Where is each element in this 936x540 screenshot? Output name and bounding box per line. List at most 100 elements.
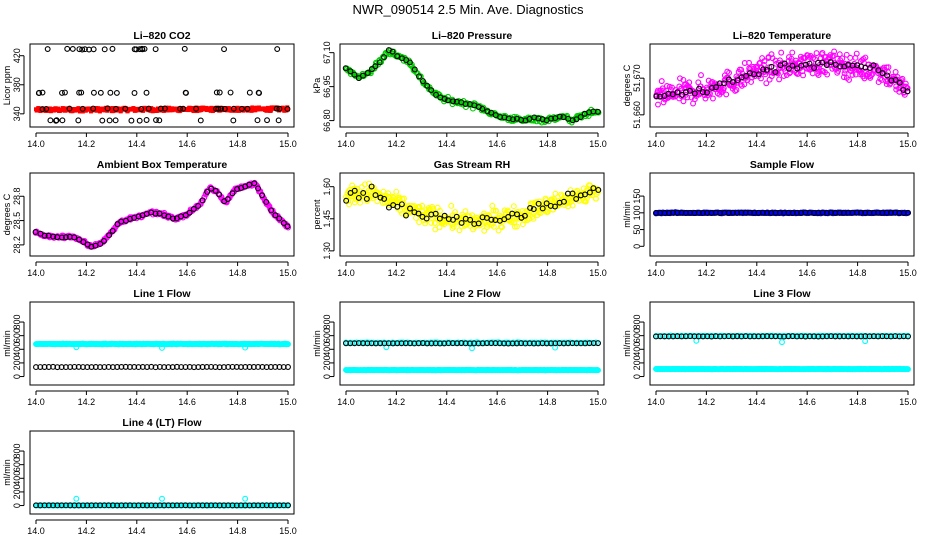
data-point [686, 79, 693, 86]
data-point [415, 210, 422, 217]
data-point [875, 67, 882, 74]
data-point [215, 105, 222, 112]
data-point [411, 66, 418, 73]
data-point [655, 101, 661, 108]
y-tick-label: 400 [12, 342, 22, 357]
data-point [726, 69, 732, 76]
x-tick-label: 14.8 [229, 526, 247, 536]
x-tick-label: 14.0 [337, 268, 355, 278]
x-axis: 14.0 14.2 14.4 14.6 14.8 15.0 [337, 132, 607, 149]
data-point [230, 105, 237, 112]
data-point [813, 50, 820, 57]
data-point [183, 90, 189, 96]
data-point [385, 204, 392, 211]
data-point [511, 219, 517, 226]
x-tick-label: 14.2 [78, 397, 96, 407]
data-point [186, 209, 193, 216]
y-tick-label: 200 [632, 355, 642, 370]
data-point [896, 79, 903, 86]
data-point [904, 88, 911, 95]
data-point [363, 195, 370, 202]
data-point [106, 232, 113, 239]
data-point [197, 117, 204, 124]
chart-title: Line 3 Flow [753, 288, 811, 300]
data-point [194, 105, 199, 110]
data-point [213, 89, 220, 96]
data-point [890, 333, 897, 340]
x-tick-label: 14.6 [488, 268, 506, 278]
data-point [849, 71, 856, 78]
data-point [80, 239, 87, 245]
chart-title: Li–820 Temperature [733, 30, 832, 42]
data-point [59, 234, 65, 241]
data-point [892, 69, 899, 75]
x-tick-label: 14.6 [178, 397, 196, 407]
x-axis: 14.0 14.2 14.4 14.6 14.8 15.0 [647, 390, 917, 407]
data-point [79, 105, 86, 112]
y-tick-label: 420 [12, 48, 22, 63]
x-tick-label: 14.8 [539, 139, 557, 149]
data-point [157, 105, 164, 112]
data-point [449, 225, 456, 232]
data-point [407, 205, 413, 212]
data-point [883, 81, 890, 88]
data-point [851, 60, 858, 67]
data-point [552, 203, 558, 210]
y-tick-label: 600 [12, 457, 22, 472]
data-point [539, 205, 546, 212]
data-point [381, 54, 387, 61]
data-point [286, 107, 290, 112]
data-point [827, 59, 834, 66]
data-point [776, 76, 783, 83]
x-tick-label: 14.2 [388, 139, 406, 149]
data-point [823, 62, 830, 69]
data-point [59, 117, 66, 124]
plot-area [653, 332, 911, 373]
y-tick-label: 28.5 [12, 212, 22, 230]
data-point [569, 202, 576, 209]
y-tick-label: 400 [12, 471, 22, 486]
series-raw [653, 365, 911, 373]
data-point [152, 210, 159, 217]
data-point [106, 117, 113, 124]
data-point [377, 194, 384, 201]
data-point [244, 105, 251, 112]
y-tick-label: 600 [322, 328, 332, 343]
chart-title: Line 4 (LT) Flow [122, 417, 202, 429]
data-point [50, 233, 57, 240]
data-point [569, 117, 576, 124]
data-point [394, 203, 401, 210]
data-point [712, 84, 719, 91]
chart-ambient_temp: Ambient Box Temperature degrees C 14.0 14.2… [2, 159, 297, 278]
x-tick-label: 14.8 [539, 268, 557, 278]
data-point [112, 117, 119, 124]
data-point [39, 89, 46, 96]
data-point [216, 89, 223, 96]
data-point [488, 109, 495, 116]
data-point [358, 184, 365, 191]
data-point [372, 192, 379, 199]
x-axis: 14.0 14.2 14.4 14.6 14.8 15.0 [647, 132, 917, 149]
plot-frame [339, 43, 605, 128]
y-axis-label: ml/min [2, 330, 12, 357]
data-point [268, 207, 275, 214]
data-point [815, 59, 822, 66]
data-point [403, 212, 409, 219]
data-point [590, 185, 597, 192]
y-tick-label: 0 [632, 244, 642, 249]
data-point [488, 216, 495, 223]
data-point [905, 333, 911, 340]
data-point [595, 367, 601, 374]
data-point [846, 76, 852, 83]
y-tick-label: 50 [632, 225, 642, 235]
data-point [410, 65, 417, 72]
data-point [62, 234, 69, 241]
y-tick-label: 200 [322, 355, 332, 370]
x-tick-label: 14.2 [78, 139, 96, 149]
series-average [33, 363, 291, 371]
y-tick-label: 200 [12, 355, 22, 370]
data-point [92, 242, 99, 249]
data-point [804, 52, 811, 59]
y-tick-label: 1.45 [322, 210, 332, 228]
data-point [285, 364, 291, 370]
